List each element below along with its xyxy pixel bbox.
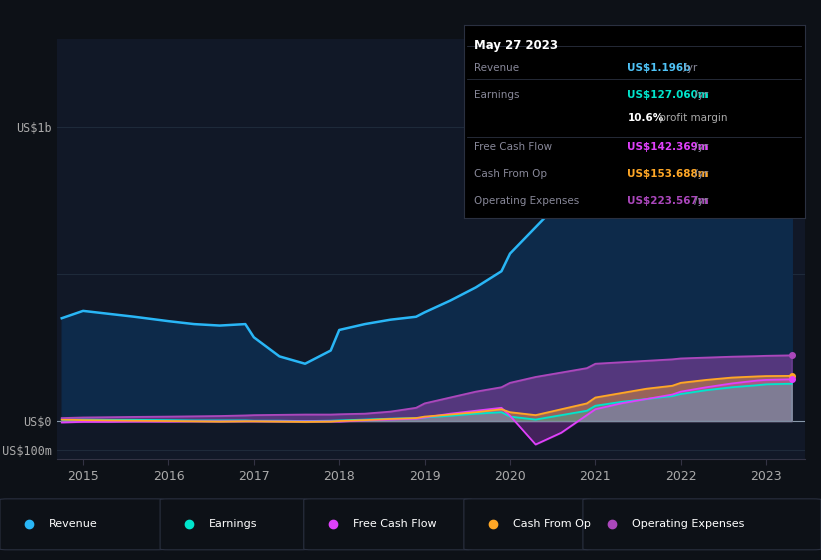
FancyBboxPatch shape xyxy=(0,499,164,550)
FancyBboxPatch shape xyxy=(583,499,821,550)
Text: /yr: /yr xyxy=(691,169,709,179)
Text: Free Cash Flow: Free Cash Flow xyxy=(474,142,553,152)
Text: /yr: /yr xyxy=(691,142,709,152)
Text: Operating Expenses: Operating Expenses xyxy=(632,519,745,529)
Text: May 27 2023: May 27 2023 xyxy=(474,39,558,52)
FancyBboxPatch shape xyxy=(464,499,591,550)
Text: /yr: /yr xyxy=(680,63,697,73)
Text: Revenue: Revenue xyxy=(474,63,519,73)
Text: US$1.196b: US$1.196b xyxy=(627,63,691,73)
Text: US$142.369m: US$142.369m xyxy=(627,142,709,152)
Text: Cash From Op: Cash From Op xyxy=(474,169,547,179)
Text: US$127.060m: US$127.060m xyxy=(627,90,709,100)
Text: US$153.688m: US$153.688m xyxy=(627,169,709,179)
Text: Earnings: Earnings xyxy=(474,90,520,100)
Text: Revenue: Revenue xyxy=(49,519,98,529)
Text: Cash From Op: Cash From Op xyxy=(513,519,591,529)
FancyBboxPatch shape xyxy=(304,499,472,550)
Text: /yr: /yr xyxy=(691,90,709,100)
Text: profit margin: profit margin xyxy=(656,113,728,123)
Text: Operating Expenses: Operating Expenses xyxy=(474,196,580,206)
Text: US$223.567m: US$223.567m xyxy=(627,196,709,206)
Text: 10.6%: 10.6% xyxy=(627,113,663,123)
Text: Free Cash Flow: Free Cash Flow xyxy=(353,519,437,529)
Text: /yr: /yr xyxy=(691,196,709,206)
FancyBboxPatch shape xyxy=(160,499,308,550)
Text: Earnings: Earnings xyxy=(209,519,258,529)
